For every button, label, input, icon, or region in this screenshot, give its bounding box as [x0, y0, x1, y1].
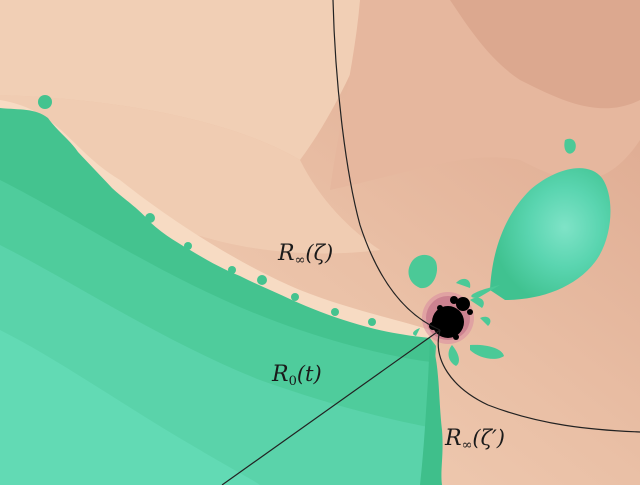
exterior-band-3: [450, 0, 640, 109]
satellite-bulbs: [408, 254, 504, 366]
ray-infinity-zeta: [332, 0, 441, 331]
lower-tongue: [420, 338, 443, 485]
interior-scallops: [38, 95, 376, 326]
interior-band-3: [0, 330, 260, 485]
label-argument: (ζ′): [472, 426, 505, 450]
label-ray-infinity-zeta-prime: R∞(ζ′): [445, 426, 505, 453]
label-symbol: R: [272, 362, 289, 387]
label-symbol: R: [445, 426, 462, 451]
large-bulb: [490, 168, 611, 300]
label-subscript: 0: [288, 374, 297, 389]
label-subscript: ∞: [461, 438, 473, 453]
label-argument: (t): [296, 362, 322, 386]
label-argument: (ζ): [305, 241, 334, 265]
label-ray-infinity-zeta: R∞(ζ): [278, 241, 333, 268]
label-ray-zero-t: R0(t): [272, 362, 322, 389]
small-bulb-top: [564, 138, 576, 154]
exterior-band-4: [0, 95, 380, 254]
label-symbol: R: [278, 241, 295, 266]
ray-zero-t: [221, 329, 441, 485]
exterior-band-1: [0, 0, 380, 160]
ray-infinity-zeta-prime: [437, 329, 640, 433]
label-subscript: ∞: [294, 253, 306, 268]
